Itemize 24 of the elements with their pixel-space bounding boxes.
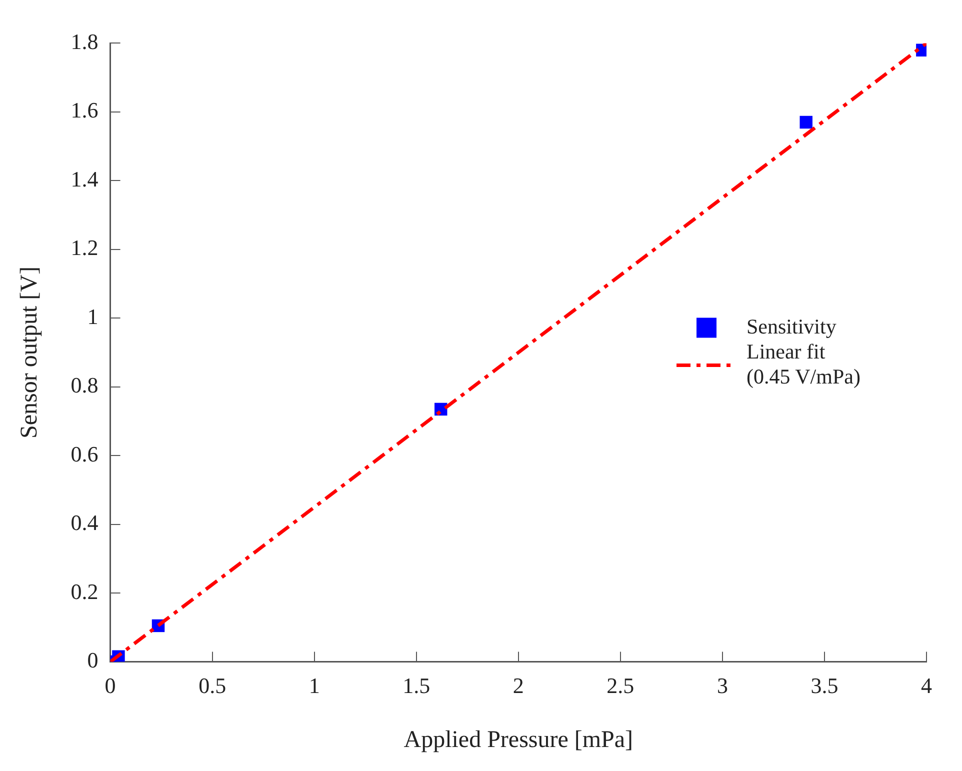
y-tick-label: 0.4 [70,510,98,536]
x-axis-title: Applied Pressure [mPa] [404,726,634,753]
x-tick-label: 0 [104,672,116,698]
legend-label: Linear fit (0.45 V/mPa) [746,339,860,388]
y-tick-label: 1.8 [70,28,98,54]
x-tick-label: 1.5 [402,672,430,698]
x-tick-label: 3.5 [810,672,838,698]
x-tick-label: 3 [716,672,728,698]
legend-label: Sensitivity [746,314,837,338]
y-tick-label: 0.2 [70,578,98,604]
x-tick-label: 0.5 [198,672,226,698]
y-tick-label: 0 [87,648,98,673]
y-tick-label: 1 [87,304,98,329]
x-tick-label: 4 [921,672,932,698]
x-tick-label: 1 [308,672,320,698]
y-tick-label: 1.4 [70,166,98,192]
y-tick-label: 0.6 [70,441,98,466]
point [800,116,812,129]
y-axis-title: Sensor output [V] [16,266,43,438]
x-tick-label: 2.5 [606,672,634,698]
x-tick-label: 2 [512,672,524,698]
y-tick-label: 1.2 [70,235,98,260]
y-tick-label: 1.6 [70,98,98,123]
y-tick-label: 0.8 [70,372,98,398]
